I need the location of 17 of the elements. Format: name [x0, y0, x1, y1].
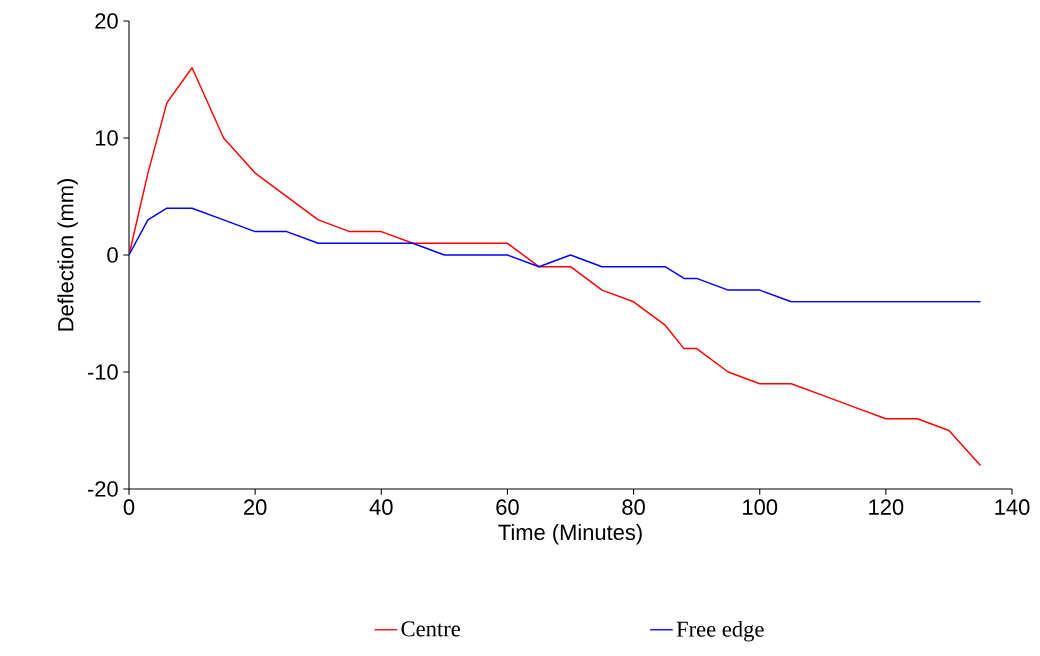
- y-axis-title: Deflection (mm): [57, 179, 78, 331]
- y-tick-label: 0: [107, 247, 118, 263]
- x-tick-label: 100: [743, 499, 778, 515]
- x-tick-label: 0: [123, 499, 135, 515]
- x-tick-label: 40: [369, 499, 393, 515]
- x-axis-title: Time (Minutes): [498, 524, 642, 545]
- y-tick-label: -10: [87, 364, 118, 380]
- x-tick-label: 140: [995, 499, 1030, 515]
- y-tick-label: 20: [95, 13, 118, 29]
- y-tick-label: 10: [95, 130, 118, 146]
- y-tick-label: -20: [87, 481, 118, 497]
- x-tick-label: 20: [244, 499, 267, 515]
- x-tick-label: 120: [869, 499, 904, 515]
- x-tick-label: 60: [496, 499, 519, 515]
- legend-label: Free edge: [676, 620, 764, 642]
- legend-label: Centre: [401, 621, 460, 637]
- x-tick-label: 80: [622, 499, 645, 515]
